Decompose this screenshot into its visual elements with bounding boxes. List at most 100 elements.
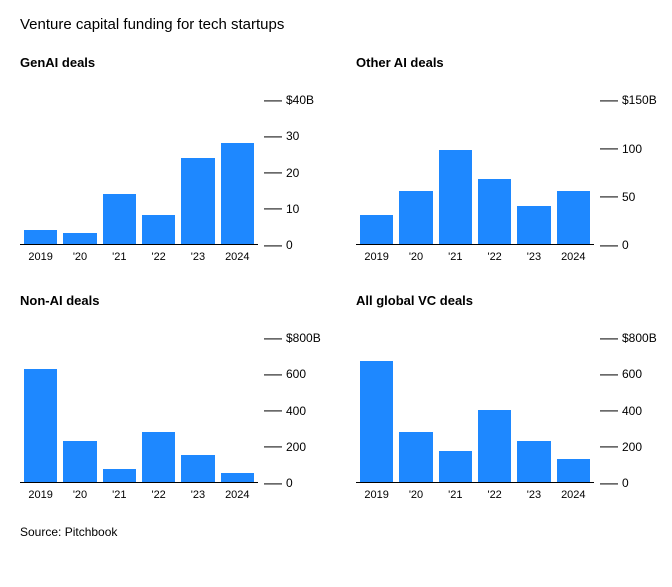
x-tick-label: '21: [103, 251, 136, 263]
bar: [478, 179, 511, 244]
y-tick: 400: [600, 403, 652, 418]
chart-cell: All global VC deals $800B 600 400 200 0 2019 '2…: [356, 293, 652, 501]
source-text: Source: Pitchbook: [20, 525, 652, 539]
tick-line: [264, 338, 282, 339]
bar: [221, 143, 254, 244]
bar: [399, 432, 432, 482]
y-tick-label: 200: [622, 440, 642, 454]
y-tick-label: 0: [622, 476, 629, 490]
y-tick: $40B: [264, 93, 316, 108]
chart-wrap: $40B3020100: [20, 100, 316, 245]
y-tick-label: 200: [286, 440, 306, 454]
y-tick-label: 0: [286, 238, 293, 252]
y-tick: $800B: [264, 331, 316, 346]
tick-line: [600, 483, 618, 484]
page-title: Venture capital funding for tech startup…: [20, 16, 652, 33]
y-tick-label: $40B: [286, 93, 314, 107]
x-tick-label: 2024: [221, 489, 254, 501]
bar: [142, 432, 175, 482]
x-tick-label: 2024: [557, 489, 590, 501]
x-tick-label: '20: [399, 489, 432, 501]
y-tick: $800B: [600, 331, 652, 346]
tick-line: [264, 136, 282, 137]
tick-line: [600, 245, 618, 246]
y-tick: 20: [264, 165, 316, 180]
chart-plot: [20, 338, 258, 483]
x-tick-label: '23: [181, 251, 214, 263]
y-tick-label: 600: [622, 368, 642, 382]
bars-container: [20, 100, 258, 244]
chart-wrap: $800B6004002000: [356, 338, 652, 483]
chart-wrap: $150B100500: [356, 100, 652, 245]
bar: [181, 158, 214, 244]
tick-line: [264, 209, 282, 210]
tick-line: [600, 100, 618, 101]
y-tick: 0: [600, 238, 652, 253]
chart-title: Other AI deals: [356, 55, 652, 70]
tick-line: [600, 197, 618, 198]
chart-title: Non-AI deals: [20, 293, 316, 308]
y-tick: 400: [264, 403, 316, 418]
bar: [221, 473, 254, 482]
bar: [24, 369, 57, 482]
y-tick-label: 100: [622, 142, 642, 156]
x-tick-label: '23: [517, 489, 550, 501]
x-axis: 2019'20'21'22'232024: [20, 251, 258, 263]
y-tick: 10: [264, 201, 316, 216]
chart-cell: GenAI deals$40B30201002019'20'21'22'2320…: [20, 55, 316, 263]
x-axis: 2019'20'21'22'232024: [356, 489, 594, 501]
bar: [439, 150, 472, 244]
bar: [360, 215, 393, 244]
bar: [399, 191, 432, 244]
bar: [63, 233, 96, 244]
x-axis: 2019'20'21'22'232024: [20, 489, 258, 501]
bars-container: [356, 100, 594, 244]
y-tick: 0: [264, 238, 316, 253]
y-tick: 50: [600, 189, 652, 204]
chart-plot: [356, 338, 594, 483]
y-tick-label: $800B: [286, 331, 321, 345]
chart-cell: Non-AI deals$800B60040020002019'20'21'22…: [20, 293, 316, 501]
y-axis: $800B6004002000: [264, 338, 316, 483]
y-tick: $150B: [600, 93, 652, 108]
x-tick-label: 2019: [360, 489, 393, 501]
chart-title: All global VC deals: [356, 293, 652, 308]
y-tick-label: 0: [286, 476, 293, 490]
tick-line: [264, 245, 282, 246]
x-tick-label: '23: [181, 489, 214, 501]
x-tick-label: '20: [63, 489, 96, 501]
tick-line: [600, 374, 618, 375]
x-tick-label: '22: [142, 489, 175, 501]
x-tick-label: 2024: [557, 251, 590, 263]
x-tick-label: 2019: [24, 251, 57, 263]
bar: [557, 191, 590, 244]
y-tick: 600: [600, 367, 652, 382]
tick-line: [264, 410, 282, 411]
tick-line: [264, 374, 282, 375]
bar: [181, 455, 214, 482]
bar: [557, 459, 590, 482]
y-tick-label: 30: [286, 130, 299, 144]
tick-line: [600, 148, 618, 149]
bar: [103, 469, 136, 482]
x-tick-label: '21: [439, 489, 472, 501]
y-axis: $800B6004002000: [600, 338, 652, 483]
y-tick: 200: [600, 439, 652, 454]
bar: [63, 441, 96, 482]
tick-line: [264, 100, 282, 101]
chart-cell: Other AI deals$150B1005002019'20'21'22'2…: [356, 55, 652, 263]
y-tick: 30: [264, 129, 316, 144]
tick-line: [600, 410, 618, 411]
chart-plot: [20, 100, 258, 245]
y-tick-label: 20: [286, 166, 299, 180]
x-tick-label: '23: [517, 251, 550, 263]
y-tick-label: $800B: [622, 331, 657, 345]
bar: [439, 451, 472, 482]
bar: [360, 361, 393, 482]
y-tick-label: 0: [622, 238, 629, 252]
x-tick-label: 2019: [24, 489, 57, 501]
y-tick-label: 600: [286, 368, 306, 382]
x-tick-label: '21: [439, 251, 472, 263]
y-tick: 200: [264, 439, 316, 454]
x-tick-label: '20: [63, 251, 96, 263]
